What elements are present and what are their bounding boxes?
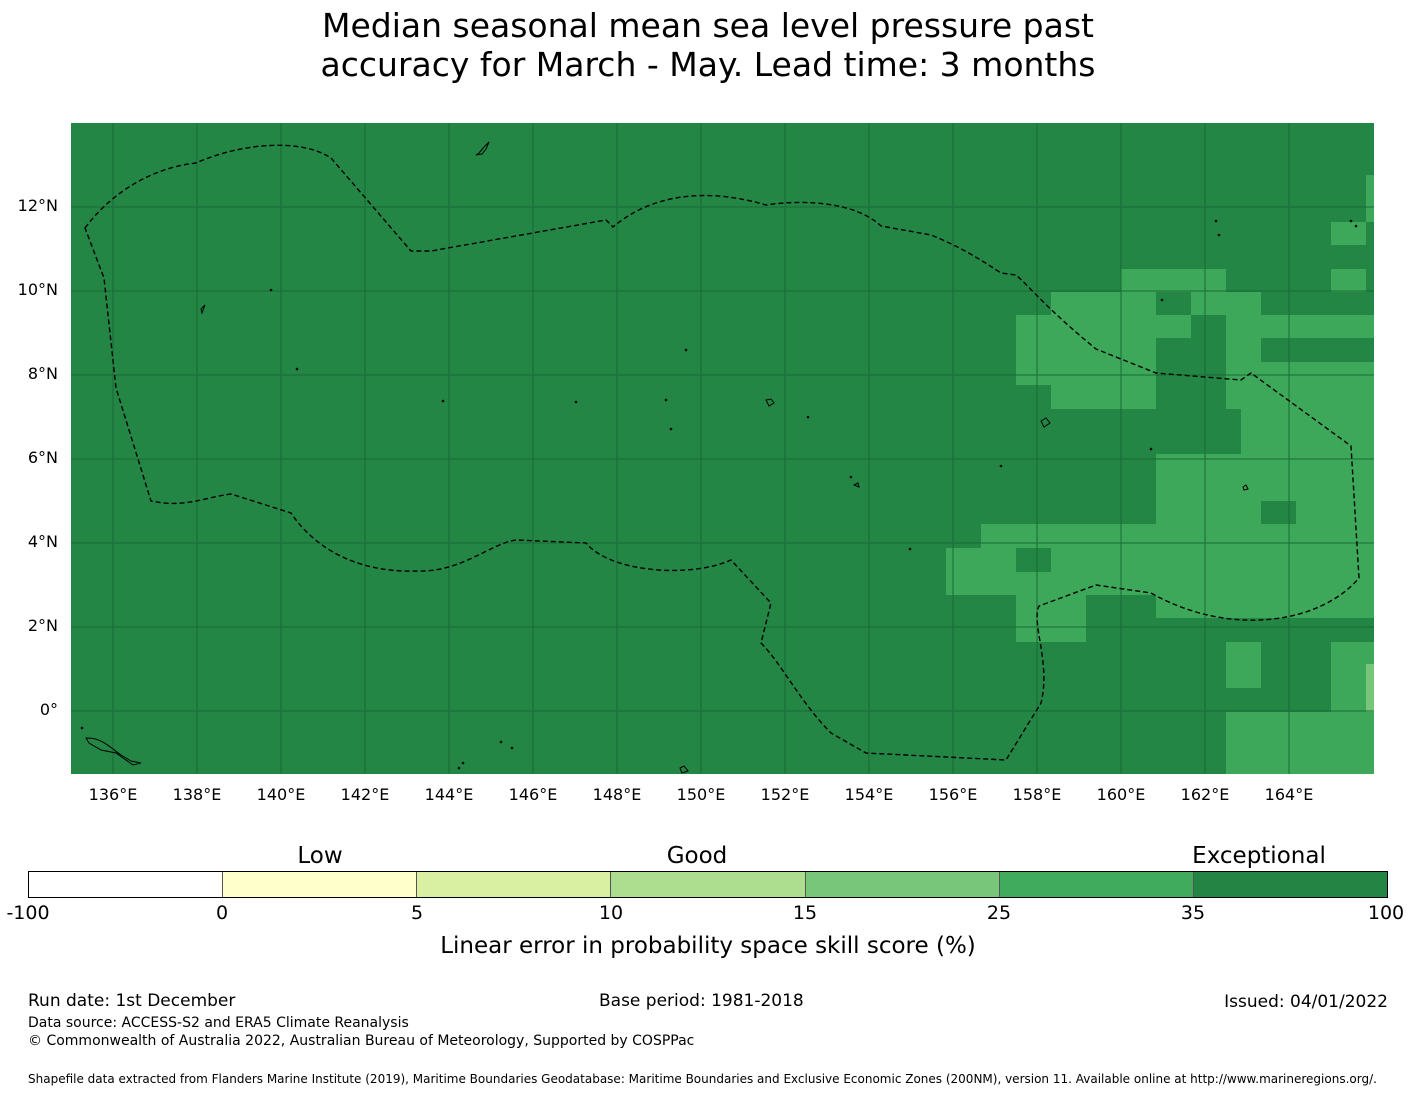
new-guinea-coast <box>85 737 142 766</box>
colorbar-segment <box>223 872 418 897</box>
lon-label-154e: 154°E <box>844 785 894 804</box>
colorbar-tick: 100 <box>1367 902 1405 924</box>
lon-label-148e: 148°E <box>592 785 642 804</box>
lon-label-152e: 152°E <box>760 785 810 804</box>
shapefile-credit: Shapefile data extracted from Flanders M… <box>28 1072 1377 1086</box>
colorbar-segment <box>611 872 806 897</box>
colorbar-category-low: Low <box>297 843 343 869</box>
lon-label-162e: 162°E <box>1180 785 1230 804</box>
kosrae-island <box>1242 484 1249 491</box>
lat-label-2n: 2°N <box>27 616 58 635</box>
lat-label-4n: 4°N <box>27 532 58 551</box>
data-source: Data source: ACCESS-S2 and ERA5 Climate … <box>28 1015 409 1031</box>
lon-label-158e: 158°E <box>1012 785 1062 804</box>
small-island <box>679 765 689 774</box>
lon-label-138e: 138°E <box>172 785 222 804</box>
colorbar-tick: 10 <box>598 902 624 924</box>
colorbar-segment <box>1193 872 1387 897</box>
issued-date: Issued: 04/01/2022 <box>1224 992 1388 1012</box>
colorbar-segment <box>999 872 1194 897</box>
colorbar-category-exceptional: Exceptional <box>1192 843 1326 869</box>
colorbar-category-good: Good <box>666 843 728 869</box>
lat-label-8n: 8°N <box>27 364 58 383</box>
lat-label-12n: 12°N <box>17 196 58 215</box>
palau-island <box>200 304 206 315</box>
chart-title: Median seasonal mean sea level pressure … <box>0 6 1416 84</box>
colorbar-tick: 15 <box>792 902 818 924</box>
islands <box>80 141 1358 774</box>
eez-boundary <box>84 144 1360 761</box>
lon-label-146e: 146°E <box>508 785 558 804</box>
lon-label-144e: 144°E <box>424 785 474 804</box>
gridlines <box>71 123 1374 774</box>
colorbar <box>28 871 1388 898</box>
skill-map <box>71 123 1374 774</box>
colorbar-tick: 25 <box>986 902 1012 924</box>
title-line-2: accuracy for March - May. Lead time: 3 m… <box>320 45 1096 84</box>
lat-label-6n: 6°N <box>27 448 58 467</box>
run-date: Run date: 1st December <box>28 991 236 1011</box>
map-canvas <box>71 123 1374 774</box>
title-line-1: Median seasonal mean sea level pressure … <box>322 6 1094 45</box>
lon-label-142e: 142°E <box>340 785 390 804</box>
colorbar-label: Linear error in probability space skill … <box>440 933 976 959</box>
chuuk-island <box>765 398 775 407</box>
colorbar-tick: 35 <box>1180 902 1206 924</box>
lon-label-160e: 160°E <box>1096 785 1146 804</box>
guam-island <box>475 141 490 156</box>
lon-label-156e: 156°E <box>928 785 978 804</box>
lon-label-164e: 164°E <box>1264 785 1314 804</box>
colorbar-tick: 5 <box>410 902 424 924</box>
colorbar-segment <box>29 872 224 897</box>
skill-region-very-light <box>1366 664 1374 712</box>
nukuoro-island <box>852 482 860 488</box>
lat-label-10n: 10°N <box>17 280 58 299</box>
base-period: Base period: 1981-2018 <box>599 991 804 1011</box>
skill-region-25-35 <box>946 175 1374 774</box>
colorbar-tick: 0 <box>215 902 229 924</box>
lon-label-136e: 136°E <box>88 785 138 804</box>
pohnpei-island <box>1040 417 1051 428</box>
colorbar-segment <box>417 872 612 897</box>
copyright: © Commonwealth of Australia 2022, Austra… <box>28 1033 695 1049</box>
lon-label-140e: 140°E <box>256 785 306 804</box>
lon-label-150e: 150°E <box>676 785 726 804</box>
lat-label-0: 0° <box>39 700 58 719</box>
colorbar-segment <box>805 872 1000 897</box>
colorbar-tick: -100 <box>6 902 50 924</box>
